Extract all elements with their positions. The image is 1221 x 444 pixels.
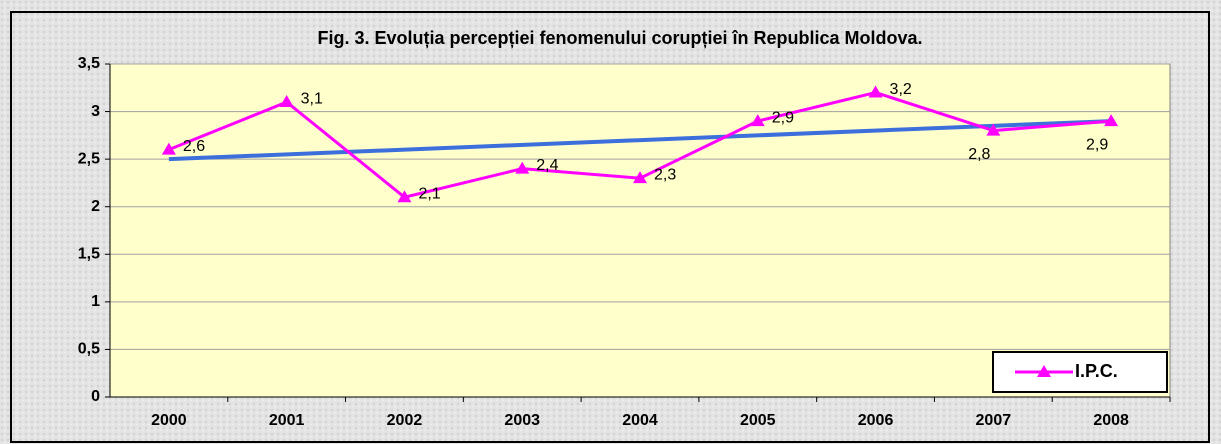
data-label: 2,9: [1086, 136, 1108, 153]
x-tick-label: 2002: [387, 412, 423, 429]
y-tick-label: 1,5: [78, 246, 100, 263]
x-tick-label: 2003: [504, 412, 540, 429]
legend-label: I.P.C.: [1075, 361, 1118, 381]
data-label: 2,1: [418, 185, 440, 202]
legend-marker: [1037, 365, 1051, 377]
marker: [633, 171, 647, 184]
plot-area: [109, 63, 1171, 398]
marker: [868, 85, 883, 98]
y-tick-label: 0,5: [78, 341, 100, 358]
data-label: 2,4: [536, 157, 558, 174]
data-label: 3,1: [301, 90, 323, 107]
chart-border: [10, 11, 1210, 443]
marker: [161, 142, 176, 155]
chart-title: Fig. 3. Evoluția percepției fenomenului …: [317, 28, 922, 48]
trendline: [168, 119, 1112, 162]
data-label: 2,3: [654, 166, 676, 183]
marker: [515, 161, 530, 174]
marker: [750, 114, 765, 127]
y-tick-label: 2,5: [78, 150, 100, 167]
marker: [279, 95, 294, 108]
y-tick-label: 3: [91, 103, 100, 120]
data-label: 2,8: [968, 146, 990, 163]
x-tick-label: 2004: [622, 412, 658, 429]
data-label: 2,6: [183, 138, 205, 155]
marker: [1104, 114, 1119, 127]
data-label: 3,2: [890, 81, 912, 98]
x-tick-label: 2007: [976, 412, 1012, 429]
y-tick-label: 1: [91, 293, 100, 310]
y-tick-label: 0: [91, 388, 100, 405]
x-tick-label: 2006: [858, 412, 894, 429]
y-tick-label: 2: [91, 198, 100, 215]
marker: [986, 123, 1001, 136]
x-tick-label: 2000: [151, 412, 187, 429]
data-label: 2,9: [772, 109, 794, 126]
y-tick-label: 3,5: [78, 55, 100, 72]
x-tick-label: 2001: [269, 412, 305, 429]
x-tick-label: 2005: [740, 412, 776, 429]
x-tick-label: 2008: [1093, 412, 1129, 429]
marker: [397, 190, 412, 203]
